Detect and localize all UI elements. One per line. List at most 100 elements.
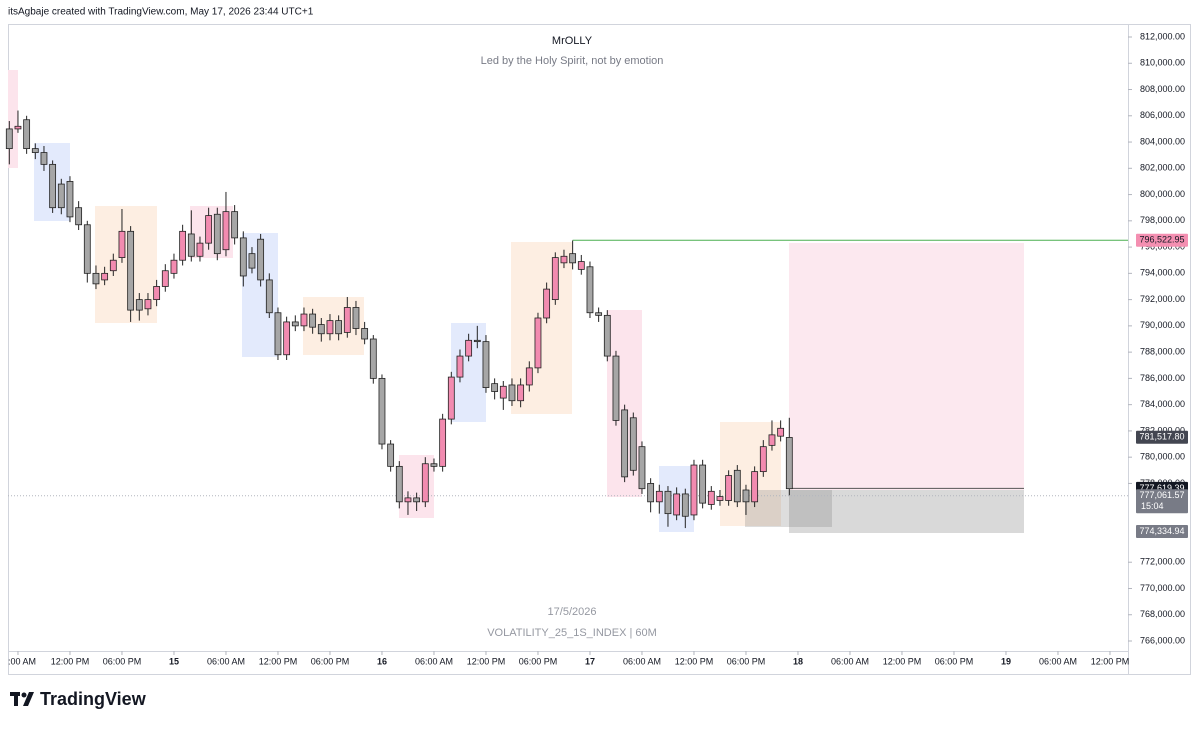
candle-body	[655, 490, 663, 503]
candle-body	[577, 261, 585, 270]
candle-body	[560, 255, 568, 264]
candle-body	[465, 339, 473, 357]
x-tick-label: 15	[169, 656, 179, 666]
candle-body	[768, 434, 776, 446]
candle-body	[40, 152, 48, 165]
y-tick-label: 768,000.00	[1140, 609, 1185, 619]
candle-body	[153, 286, 161, 301]
candle-body	[179, 230, 187, 261]
candle-body	[456, 355, 464, 378]
x-tick-label: 06:00 PM	[103, 656, 142, 666]
price-label: 777,061.57	[1139, 490, 1184, 500]
candle-body	[430, 463, 438, 467]
footer-logo: TradingView	[40, 689, 147, 709]
candle-body	[499, 385, 507, 399]
candle-body	[482, 341, 490, 388]
price-label-box	[1136, 525, 1188, 539]
price-label: 781,517.80	[1139, 432, 1184, 442]
candle-body	[274, 312, 282, 356]
candle-body	[101, 272, 109, 281]
candle-body	[569, 253, 577, 264]
candle-body	[213, 213, 221, 255]
candle-body	[473, 339, 481, 343]
candle-body	[612, 355, 620, 421]
y-tick-label: 812,000.00	[1140, 31, 1185, 41]
candle-body	[664, 490, 672, 515]
y-tick-label: 786,000.00	[1140, 373, 1185, 383]
x-tick-label: 06:00 AM	[623, 656, 661, 666]
candle-body	[283, 321, 291, 356]
candle-body	[447, 376, 455, 420]
position-target-zone	[789, 243, 1024, 490]
x-tick-label: :00 AM	[8, 656, 36, 666]
candle-body	[369, 338, 377, 379]
candle-body	[681, 493, 689, 517]
candle-body	[5, 128, 13, 150]
candle-body	[187, 233, 195, 257]
candle-body	[404, 497, 412, 503]
candle-body	[421, 463, 429, 503]
x-tick-label: 06:00 AM	[1039, 656, 1077, 666]
x-tick-label: 12:00 PM	[259, 656, 298, 666]
x-tick-label: 06:00 AM	[831, 656, 869, 666]
candle-body	[525, 367, 533, 386]
candle-body	[751, 471, 759, 503]
candle-body	[222, 211, 230, 251]
candle-body	[647, 483, 655, 503]
candle-body	[170, 259, 178, 274]
x-tick-label: 12:00 PM	[51, 656, 90, 666]
candle-body	[66, 181, 74, 218]
candle-body	[317, 324, 325, 335]
plot-layer: 812,000.00 810,000.00 808,000.00 806,000.00…	[5, 31, 1188, 666]
x-tick-label: 06:00 PM	[935, 656, 974, 666]
frame	[8, 24, 1191, 675]
x-tick-label: 06:00 PM	[311, 656, 350, 666]
y-tick-label: 770,000.00	[1140, 583, 1185, 593]
x-tick-label: 06:00 AM	[415, 656, 453, 666]
candle-body	[31, 148, 39, 153]
candle-body	[335, 320, 343, 335]
candle-body	[673, 493, 681, 516]
candle-body	[257, 238, 265, 281]
candle-body	[733, 469, 741, 503]
candle-body	[14, 125, 22, 130]
candle-body	[83, 224, 91, 274]
candle-body	[205, 215, 213, 244]
candle-body	[239, 237, 247, 277]
candle-body	[742, 489, 750, 503]
candle-body	[326, 320, 334, 335]
chart-subtitle: Led by the Holy Spirit, not by emotion	[481, 55, 664, 67]
candle-body	[551, 257, 559, 301]
candle-body	[300, 313, 308, 327]
y-tick-label: 806,000.00	[1140, 110, 1185, 120]
candle-body	[231, 211, 239, 239]
candle-body	[395, 465, 403, 503]
position-stop-zone	[789, 490, 1024, 533]
y-tick-label: 808,000.00	[1140, 84, 1185, 94]
y-tick-label: 794,000.00	[1140, 268, 1185, 278]
candle-body	[309, 313, 317, 328]
watermark-date: 17/5/2026	[548, 606, 597, 618]
header: itsAgbaje created with TradingView.com, …	[8, 7, 314, 18]
candle-body	[534, 317, 542, 369]
candle-body	[716, 496, 724, 501]
candle-body	[265, 279, 273, 314]
x-tick-label: 06:00 PM	[519, 656, 558, 666]
x-tick-label: 12:00 PM	[1091, 656, 1130, 666]
y-tick-label: 800,000.00	[1140, 189, 1185, 199]
candle-body	[352, 307, 360, 329]
logo-part	[23, 692, 34, 706]
candle-body	[23, 119, 31, 150]
y-tick-label: 798,000.00	[1140, 215, 1185, 225]
price-countdown: 15:04	[1141, 501, 1164, 511]
logo-part	[21, 692, 27, 698]
candle-body	[57, 183, 65, 209]
candle-body	[135, 299, 143, 311]
watermark-symbol: VOLATILITY_25_1S_INDEX | 60M	[487, 627, 657, 639]
price-label-box	[1136, 233, 1188, 247]
candle-body	[109, 259, 117, 272]
candle-body	[707, 490, 715, 505]
candle-body	[343, 307, 351, 333]
x-tick-label: 12:00 PM	[467, 656, 506, 666]
